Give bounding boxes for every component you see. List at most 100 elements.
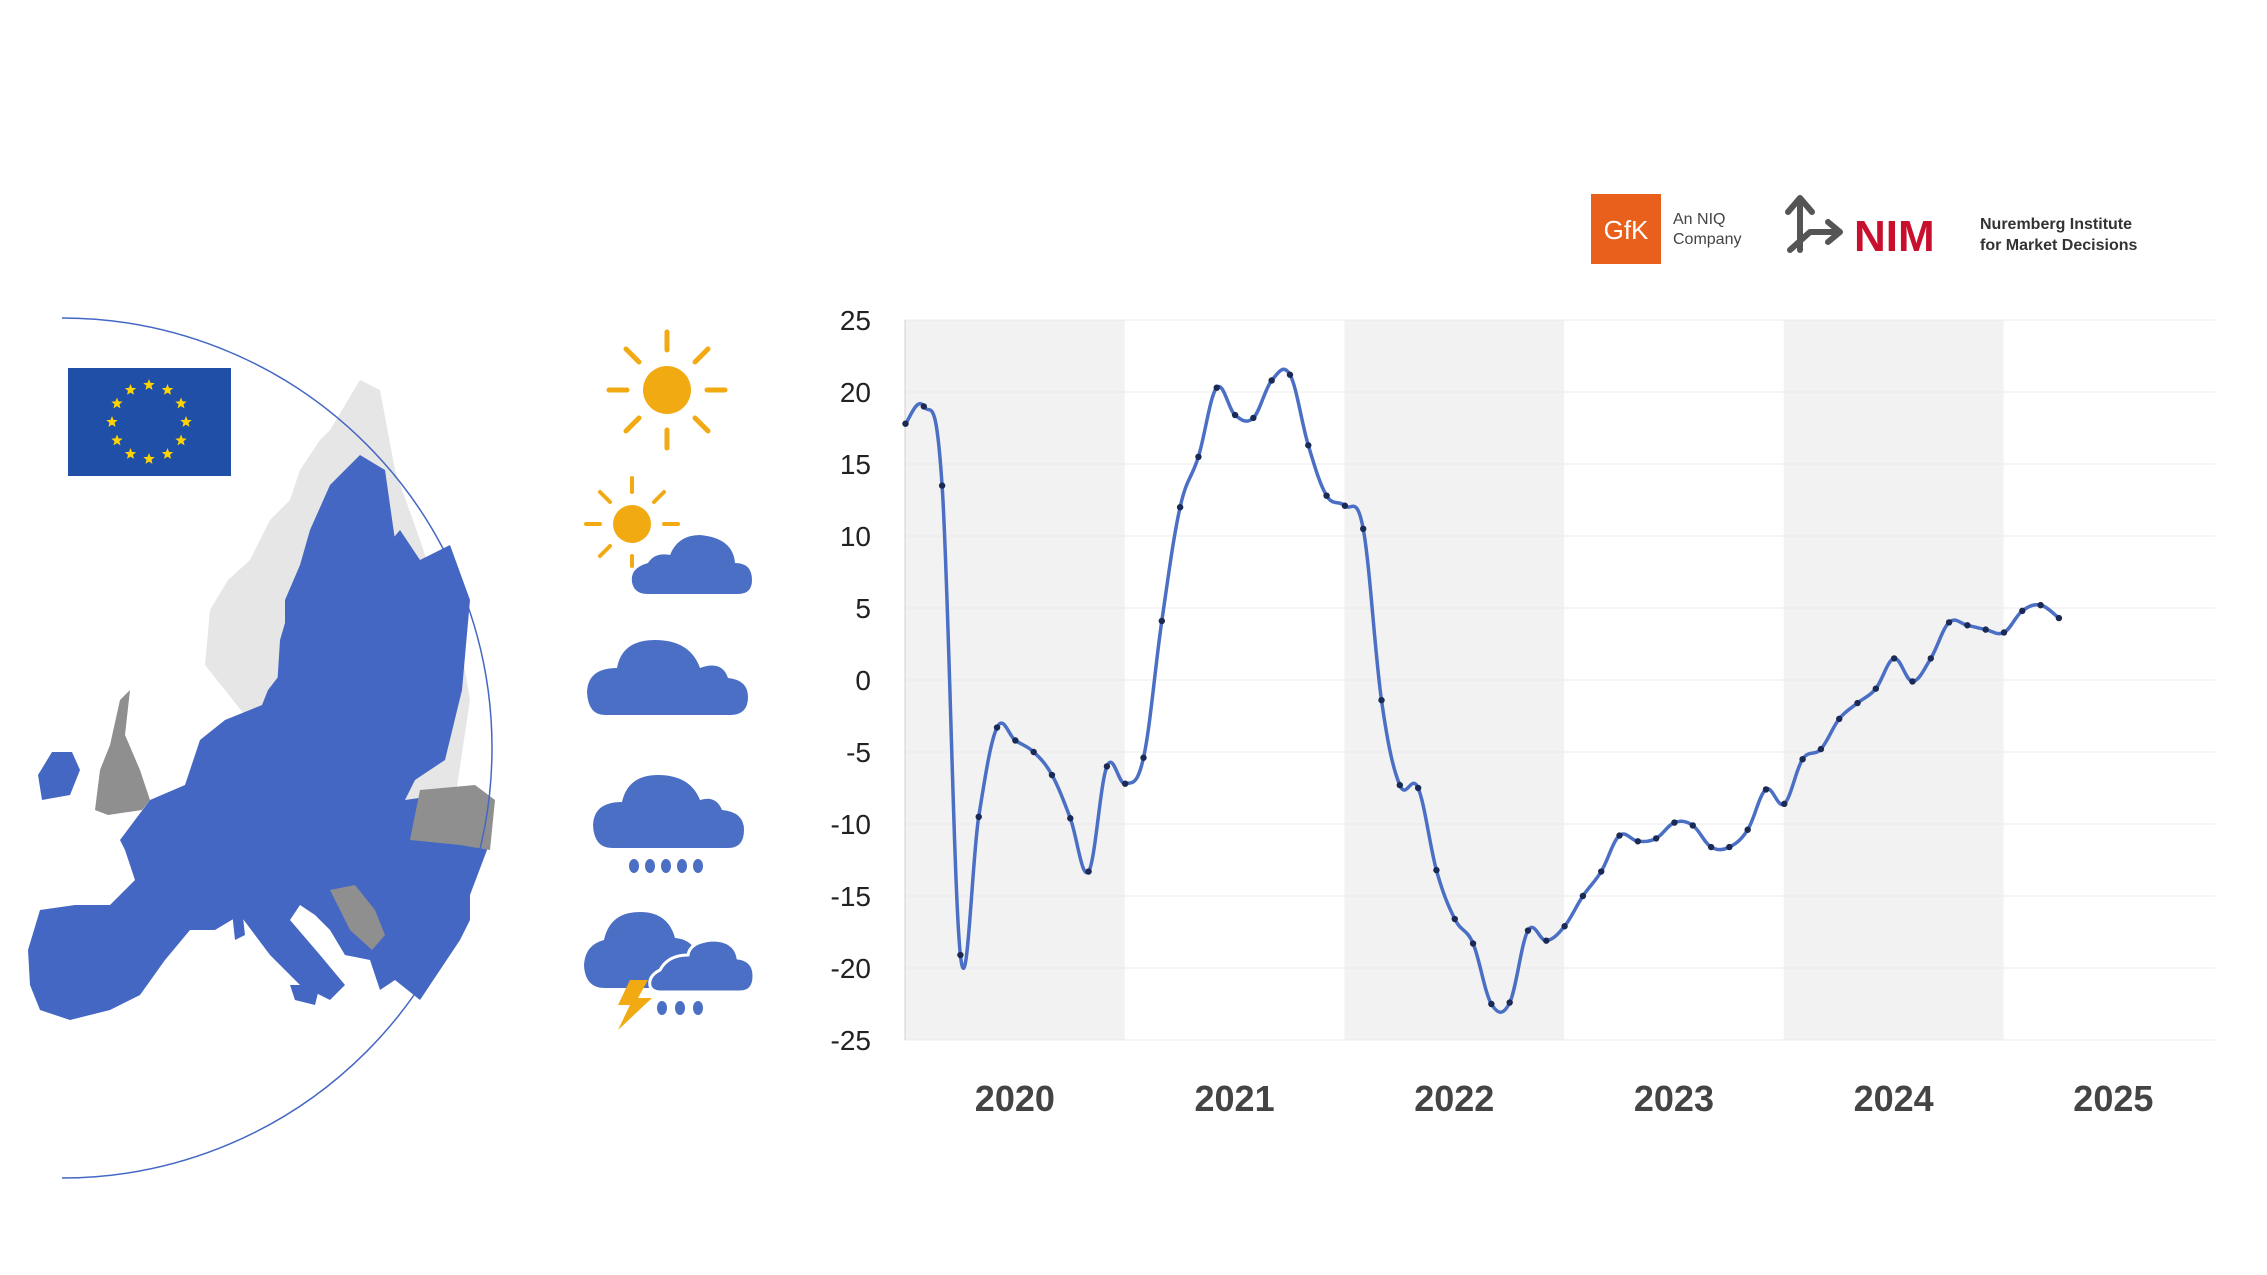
data-point	[1030, 748, 1037, 756]
eu-star-icon	[143, 453, 155, 464]
x-year-label: 2025	[2073, 1078, 2153, 1119]
eu-star-icon	[175, 397, 187, 409]
eu-flag-icon	[68, 368, 231, 476]
data-point	[1195, 453, 1202, 460]
map-ukraine-grey	[410, 785, 495, 850]
europe-map	[28, 317, 495, 1179]
data-point	[957, 951, 964, 959]
data-point	[975, 813, 982, 820]
data-point	[1488, 1000, 1495, 1008]
data-point	[1158, 617, 1166, 625]
data-point	[1872, 685, 1880, 692]
thunderstorm-icon	[584, 912, 756, 1030]
map-ireland	[38, 752, 80, 800]
data-point	[1909, 678, 1916, 685]
data-point	[1286, 371, 1294, 378]
map-horizon-arc	[61, 317, 493, 1179]
data-point	[1469, 940, 1477, 947]
data-point	[1524, 927, 1532, 934]
nim-logo-line1: Nuremberg Institute	[1980, 216, 2132, 233]
eu-star-icon	[143, 379, 155, 390]
data-point	[1945, 619, 1953, 626]
y-tick-label: -25	[831, 1025, 871, 1056]
eu-star-icon	[106, 416, 118, 427]
gfk-logo-line2: Company	[1673, 231, 1741, 248]
x-year-label: 2023	[1634, 1078, 1714, 1119]
y-tick-label: -20	[831, 953, 871, 984]
nim-logo: NIM Nuremberg Institute for Market Decis…	[1785, 195, 2137, 261]
map-greece	[385, 945, 420, 990]
eu-flag-stars	[106, 379, 192, 464]
x-year-label: 2021	[1195, 1078, 1275, 1119]
data-point	[1927, 655, 1934, 662]
data-point	[1817, 745, 1825, 753]
map-balkans-grey	[330, 885, 385, 950]
y-axis-tick-labels: 25 20 15 10 5 0 -5 -10 -15 -20 -25	[831, 305, 871, 1056]
data-point	[1451, 915, 1458, 923]
data-point	[1341, 502, 1349, 509]
data-point	[1250, 414, 1257, 422]
eu-star-icon	[111, 397, 123, 409]
data-point	[1890, 655, 1898, 662]
nim-arrow-icon	[1785, 195, 1843, 253]
y-tick-label: 0	[855, 665, 871, 696]
data-point	[1085, 868, 1092, 875]
rain-cloud-icon	[593, 775, 744, 873]
eu-star-icon	[175, 434, 187, 446]
y-tick-label: -15	[831, 881, 871, 912]
cloud-icon	[587, 640, 748, 715]
map-uk	[95, 690, 150, 815]
data-point	[2000, 629, 2008, 636]
y-tick-label: 10	[840, 521, 871, 552]
y-tick-label: -10	[831, 809, 871, 840]
eu-star-icon	[161, 384, 174, 395]
data-point	[1067, 815, 1074, 822]
data-point	[1579, 892, 1587, 900]
x-year-label: 2024	[1854, 1078, 1934, 1119]
data-point	[1433, 866, 1440, 874]
data-point	[1744, 826, 1751, 833]
data-point	[920, 403, 928, 410]
data-point	[1122, 780, 1129, 787]
data-point	[1103, 763, 1111, 770]
data-point	[1689, 822, 1696, 829]
data-point	[1323, 492, 1330, 499]
eu-star-icon	[180, 416, 192, 427]
data-point	[1048, 771, 1056, 779]
data-point	[1140, 754, 1147, 761]
data-point	[938, 482, 946, 489]
gfk-logo-mark: GfK	[1604, 215, 1649, 245]
gfk-logo: GfK An NIQ Company	[1591, 194, 1741, 264]
data-point	[1707, 843, 1715, 851]
data-point	[993, 724, 1001, 731]
data-point	[1213, 384, 1220, 391]
data-point	[1231, 411, 1239, 419]
map-sicily	[290, 985, 320, 1005]
data-point	[1982, 626, 1989, 633]
map-iceland	[215, 600, 275, 640]
data-point	[1506, 999, 1513, 1006]
x-year-label: 2022	[1414, 1078, 1494, 1119]
data-point	[1854, 699, 1861, 707]
data-point	[1305, 442, 1312, 449]
data-point	[1561, 923, 1568, 930]
data-point	[1360, 525, 1367, 532]
data-point	[1176, 504, 1184, 511]
series-index	[902, 367, 2063, 1014]
data-point	[1598, 868, 1605, 875]
map-eu-countries	[28, 455, 487, 1020]
data-point	[1414, 784, 1422, 792]
data-point	[1268, 377, 1275, 384]
nim-logo-line2: for Market Decisions	[1980, 237, 2137, 254]
data-point	[1616, 832, 1623, 839]
map-finland	[375, 530, 460, 700]
gfk-logo-line1: An NIQ	[1673, 211, 1725, 228]
data-point	[1012, 737, 1019, 744]
eu-star-icon	[161, 448, 174, 459]
data-point	[2037, 601, 2044, 609]
data-point	[1836, 715, 1843, 723]
data-point	[2019, 607, 2026, 615]
data-point	[902, 420, 909, 427]
x-year-label: 2020	[975, 1078, 1055, 1119]
